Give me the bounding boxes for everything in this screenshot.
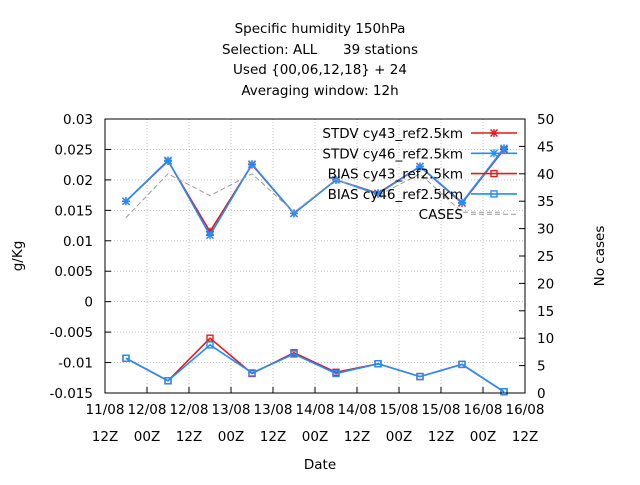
- x-tick-label-date: 12/08: [128, 402, 167, 418]
- plot-frame: [104, 118, 526, 394]
- legend-label: STDV cy46_ref2.5km: [322, 146, 463, 162]
- series-point-3: [374, 360, 382, 368]
- x-tick-label-hour: 00Z: [470, 429, 496, 445]
- series-point-3: [290, 350, 298, 358]
- series-point-1: [206, 231, 214, 240]
- x-tick-label-hour: 12Z: [344, 429, 370, 445]
- x-tick-label-hour: 12Z: [92, 429, 118, 445]
- legend-marker: [490, 129, 498, 137]
- y2-tick-label: 30: [537, 222, 554, 238]
- y2-tick-label: 50: [537, 112, 554, 128]
- title-line-4: Averaging window: 12h: [241, 83, 398, 99]
- series-point-1: [290, 209, 298, 218]
- series-point-3: [206, 341, 214, 349]
- x-tick-label-hour: 00Z: [302, 429, 328, 445]
- y2-tick-label: 20: [537, 276, 554, 292]
- y-tick-label: 0.005: [54, 264, 93, 280]
- y-tick-label: 0.025: [54, 142, 93, 158]
- x-tick-label-date: 15/08: [422, 402, 461, 418]
- y2-tick-label: 5: [537, 359, 546, 375]
- y2-axis-ticks: 0 5 10 15 20 25 30 35 40 45 50: [519, 112, 554, 402]
- legend-marker: [490, 149, 498, 158]
- series-point-1: [248, 160, 256, 169]
- y2-tick-label: 45: [537, 139, 554, 155]
- title-line-2: Selection: ALL 39 stations: [222, 42, 418, 58]
- series-point-1: [500, 144, 508, 153]
- legend-label: BIAS cy46_ref2.5km: [328, 187, 463, 203]
- x-tick-label-hour: 12Z: [260, 429, 286, 445]
- x-tick-label-date: 14/08: [296, 402, 335, 418]
- series-point-3: [122, 354, 130, 362]
- series-point-3: [248, 369, 256, 377]
- x-tick-label-date: 15/08: [380, 402, 419, 418]
- y-tick-label: -0.015: [49, 386, 93, 402]
- series-point-3: [332, 369, 340, 378]
- chart-title: Specific humidity 150hPa Selection: ALL …: [222, 21, 418, 99]
- y2-tick-label: 15: [537, 304, 554, 320]
- x-tick-label-date: 11/08: [86, 402, 125, 418]
- legend: STDV cy43_ref2.5km STDV cy46_ref2.5km BIAS…: [322, 126, 517, 223]
- series: [122, 144, 508, 396]
- y2-tick-label: 35: [537, 194, 554, 210]
- y-axis-ticks: -0.015 -0.01 -0.005 0 0.005 0.01 0.015 0.02 0.02…: [49, 112, 111, 402]
- grid: [105, 119, 525, 393]
- x-tick-label-hour: 12Z: [176, 429, 202, 445]
- x-tick-label-date: 16/08: [464, 402, 503, 418]
- x-tick-label-date: 16/08: [506, 402, 545, 418]
- series-point-1: [122, 197, 130, 206]
- x-tick-label-date: 14/08: [338, 402, 377, 418]
- series-line-1: [125, 147, 505, 237]
- series-point-3: [416, 372, 424, 381]
- x-tick-label-date: 13/08: [212, 402, 251, 418]
- x-tick-label-hour: 12Z: [428, 429, 454, 445]
- x-axis-ticks: 11/08 12Z 12/08 00Z 12/08 12Z 13/08 00Z 13/08 12Z…: [86, 387, 545, 445]
- title-line-3: Used {00,06,12,18} + 24: [233, 62, 407, 78]
- series-point-1: [416, 162, 424, 171]
- x-tick-label-hour: 00Z: [134, 429, 160, 445]
- legend-marker: [490, 190, 498, 198]
- series-point-3: [500, 388, 508, 396]
- series-point-1: [164, 156, 172, 165]
- y-tick-label: 0.015: [54, 203, 93, 219]
- y2-tick-label: 0: [537, 386, 546, 402]
- legend-label: BIAS cy43_ref2.5km: [328, 167, 463, 183]
- x-tick-label-hour: 00Z: [386, 429, 412, 445]
- y-axis-label: g/Kg: [10, 241, 26, 272]
- legend-marker: [490, 169, 498, 178]
- y-tick-label: 0.01: [63, 234, 93, 250]
- x-tick-label-hour: 00Z: [218, 429, 244, 445]
- y2-tick-label: 25: [537, 249, 554, 265]
- series-line-3: [125, 343, 505, 393]
- series-point-1: [458, 198, 466, 207]
- y-tick-label: 0: [84, 295, 93, 311]
- x-tick-label-hour: 12Z: [512, 429, 538, 445]
- y-tick-label: -0.005: [49, 325, 93, 341]
- x-tick-label-date: 12/08: [170, 402, 209, 418]
- title-line-1: Specific humidity 150hPa: [235, 21, 406, 37]
- y-tick-label: 0.02: [63, 173, 93, 189]
- x-tick-label-date: 13/08: [254, 402, 293, 418]
- legend-label: CASES: [419, 207, 463, 223]
- series-point-2: [122, 354, 130, 362]
- x-axis-label: Date: [304, 457, 336, 473]
- series-line-4: [125, 173, 504, 218]
- y2-tick-label: 10: [537, 331, 554, 347]
- y2-axis-label: No cases: [592, 226, 608, 287]
- y-tick-label: 0.03: [63, 112, 93, 128]
- series-point-3: [164, 377, 172, 385]
- series-point-3: [458, 360, 466, 369]
- y-tick-label: -0.01: [58, 356, 93, 372]
- legend-label: STDV cy43_ref2.5km: [322, 126, 463, 142]
- y2-tick-label: 40: [537, 167, 554, 183]
